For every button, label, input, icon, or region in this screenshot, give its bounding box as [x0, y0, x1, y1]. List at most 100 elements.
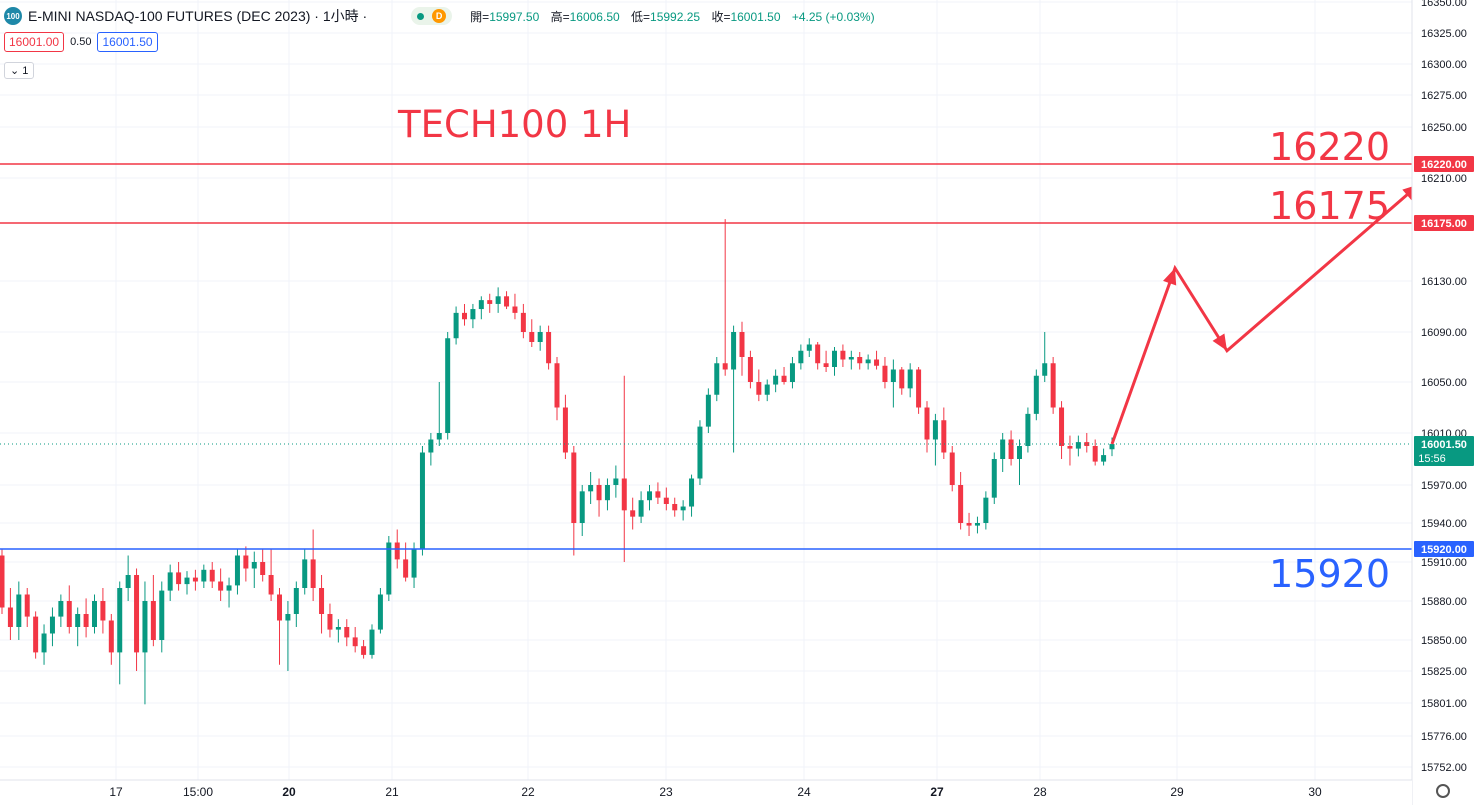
candle-body	[462, 312, 467, 320]
candle	[7, 588, 13, 640]
candle-body	[890, 369, 896, 382]
candle-body	[125, 575, 131, 588]
time-tick-label: 23	[659, 785, 673, 799]
candle-body	[108, 620, 114, 653]
candle	[176, 562, 182, 591]
candle	[562, 394, 568, 459]
candle-body	[1050, 363, 1056, 408]
candle	[344, 619, 350, 647]
candle	[352, 627, 358, 653]
candle	[1084, 433, 1090, 453]
candle-body	[588, 485, 594, 492]
candle-body	[24, 594, 30, 617]
candle-body	[428, 439, 434, 453]
candle	[411, 542, 417, 588]
candle-body	[916, 369, 922, 408]
candle-body	[361, 646, 367, 655]
candle	[882, 357, 888, 389]
price-level-label: 15920.00	[1414, 541, 1474, 557]
candle-body	[293, 588, 299, 614]
candle-body	[1025, 413, 1031, 446]
candle-body	[689, 478, 695, 507]
candle-body	[857, 357, 863, 364]
candle-body	[512, 306, 518, 313]
symbol-title[interactable]: E-MINI NASDAQ-100 FUTURES (DEC 2023) · 1…	[28, 8, 368, 24]
candle-body	[546, 332, 552, 364]
candle	[966, 512, 972, 536]
candle	[697, 420, 703, 485]
candle	[386, 536, 392, 601]
candle-body	[327, 614, 333, 630]
candle	[49, 607, 55, 647]
candle	[756, 369, 762, 402]
candle	[1025, 407, 1031, 453]
candle	[739, 321, 745, 376]
candle-body	[218, 581, 224, 591]
candle-body	[781, 375, 787, 382]
candle	[470, 303, 476, 329]
candle-body	[134, 575, 140, 653]
candle	[167, 564, 173, 601]
candle-body	[974, 523, 980, 526]
spread-value: 0.50	[70, 36, 92, 48]
candle	[815, 342, 821, 370]
candle	[1008, 430, 1014, 466]
candle	[537, 325, 543, 351]
candle	[705, 388, 711, 433]
candle	[218, 568, 224, 601]
price-tick-label: 16275.00	[1421, 90, 1467, 102]
candle-body	[436, 433, 442, 440]
candle	[436, 382, 442, 446]
candle	[234, 549, 240, 595]
candle	[142, 581, 148, 705]
candle-body	[411, 549, 417, 578]
candle	[1000, 433, 1006, 472]
candle	[310, 529, 316, 601]
candle-body	[924, 407, 930, 440]
candle	[630, 497, 636, 530]
sell-button[interactable]: 16001.00	[4, 32, 65, 52]
candle-body	[470, 309, 476, 320]
candle	[520, 303, 526, 339]
price-tick-label: 15970.00	[1421, 480, 1467, 492]
candle	[823, 350, 829, 372]
high-value: 16006.50	[569, 9, 620, 24]
candle-body	[403, 559, 409, 578]
candle	[1033, 369, 1039, 421]
settings-gear-icon[interactable]	[1436, 784, 1450, 798]
candle	[638, 491, 644, 523]
chart-title: TECH100 1H	[397, 103, 631, 146]
candle	[949, 446, 955, 492]
price-level-label-box	[1414, 215, 1474, 231]
candle-body	[941, 420, 947, 453]
volume-toggle[interactable]: ⌄ 1	[4, 62, 35, 79]
candle	[941, 407, 947, 459]
candle-body	[966, 523, 972, 526]
candle	[832, 347, 837, 376]
projection-arrowhead	[1163, 268, 1177, 286]
candle	[0, 549, 5, 614]
low-value: 15992.25	[650, 9, 701, 24]
candle	[117, 581, 123, 685]
candle-body	[932, 420, 938, 440]
market-status-pill[interactable]: D	[411, 7, 453, 25]
candle	[764, 379, 770, 402]
candle-body	[7, 607, 13, 627]
buy-button[interactable]: 16001.50	[97, 32, 158, 52]
candle	[874, 350, 880, 370]
candle	[33, 611, 39, 659]
candle	[41, 624, 47, 665]
chevron-down-icon: ⌄	[10, 65, 20, 77]
candle-body	[234, 555, 240, 586]
candle-body	[991, 459, 997, 498]
candle	[268, 549, 274, 601]
candle-body	[344, 627, 350, 638]
candle	[92, 594, 97, 634]
candle-body	[310, 559, 316, 588]
time-tick-label: 27	[930, 785, 944, 799]
candle-body	[377, 594, 383, 630]
candle	[647, 485, 652, 511]
candle	[604, 478, 610, 511]
candle	[184, 571, 190, 595]
